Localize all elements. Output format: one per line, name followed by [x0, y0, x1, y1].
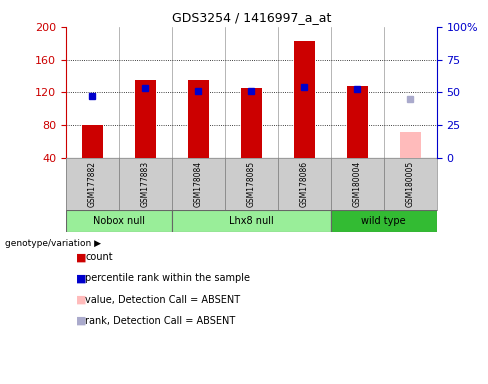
Text: ■: ■	[76, 316, 86, 326]
Text: GSM180004: GSM180004	[353, 161, 362, 207]
Bar	[188, 80, 209, 158]
Title: GDS3254 / 1416997_a_at: GDS3254 / 1416997_a_at	[172, 11, 331, 24]
Text: GSM180005: GSM180005	[406, 161, 415, 207]
Bar	[82, 125, 103, 158]
Text: ■: ■	[76, 295, 86, 305]
Text: Nobox null: Nobox null	[93, 217, 145, 227]
Text: GSM178084: GSM178084	[194, 161, 203, 207]
Text: genotype/variation ▶: genotype/variation ▶	[5, 239, 101, 248]
Text: count: count	[85, 252, 113, 262]
Bar	[294, 41, 315, 158]
Bar	[346, 86, 368, 158]
Bar	[135, 80, 156, 158]
Text: rank, Detection Call = ABSENT: rank, Detection Call = ABSENT	[85, 316, 236, 326]
Text: GSM177883: GSM177883	[141, 161, 150, 207]
Text: GSM178085: GSM178085	[247, 161, 256, 207]
Bar	[66, 210, 172, 232]
Text: GSM177882: GSM177882	[88, 161, 97, 207]
Text: GSM178086: GSM178086	[300, 161, 309, 207]
Text: wild type: wild type	[362, 217, 406, 227]
Bar	[241, 88, 262, 158]
Bar	[172, 210, 331, 232]
Text: ■: ■	[76, 273, 86, 283]
Text: percentile rank within the sample: percentile rank within the sample	[85, 273, 250, 283]
Text: Lhx8 null: Lhx8 null	[229, 217, 274, 227]
Text: ■: ■	[76, 252, 86, 262]
Bar	[331, 210, 437, 232]
Bar	[400, 132, 421, 158]
Text: value, Detection Call = ABSENT: value, Detection Call = ABSENT	[85, 295, 241, 305]
